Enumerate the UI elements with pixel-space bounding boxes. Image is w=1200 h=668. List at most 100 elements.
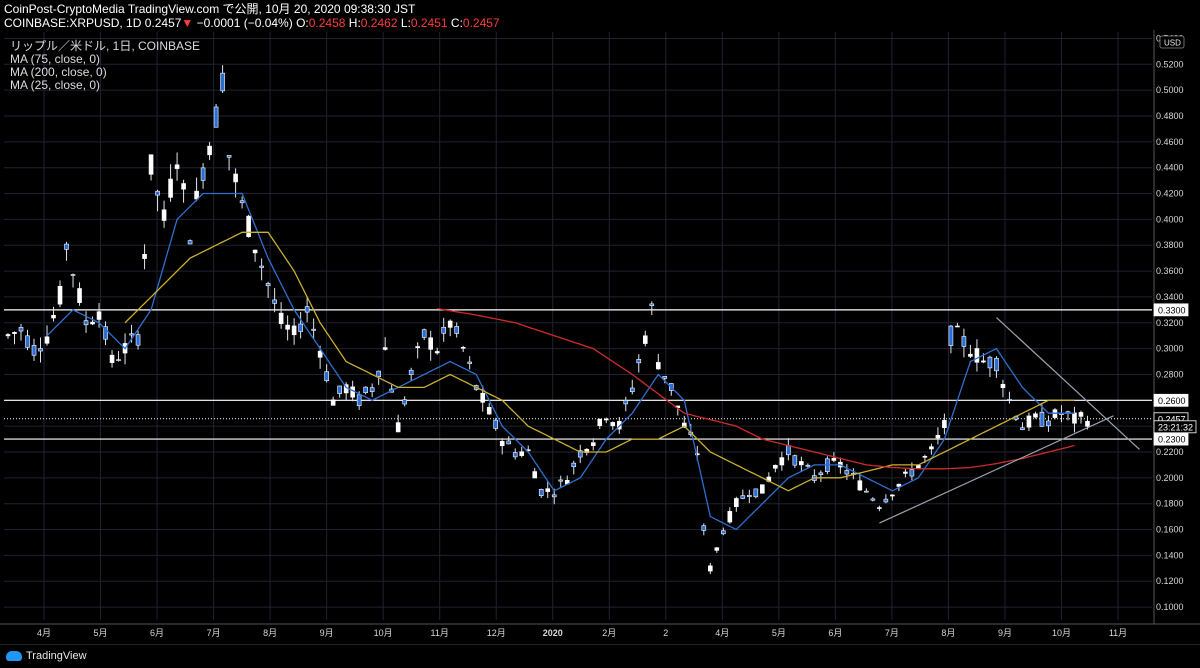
price-chart[interactable]: 0.54000.52000.50000.48000.46000.44000.42… [0,30,1200,644]
candle-body [239,200,245,204]
candle-body [44,336,50,344]
candle-body [103,326,108,340]
y-tick-label: 0.1200 [1156,576,1184,586]
candle-body [454,326,459,334]
symbol-title: リップル／米ドル, 1日, COINBASE [10,39,201,53]
candle-body [636,359,642,364]
candle-body [955,325,960,328]
y-tick-label: 0.4400 [1156,163,1184,173]
low-value: 0.2451 [410,16,448,30]
candle-body [1026,415,1032,428]
candle-body [883,498,889,503]
candle-body [181,183,186,190]
candle-body [831,458,837,461]
ma25-legend[interactable]: MA (25, close, 0) [10,78,101,92]
x-tick-label: 11月 [1109,628,1127,638]
candle-body [519,451,525,456]
price-label-box [1153,303,1189,317]
candle-body [356,394,362,407]
candle-body [38,348,43,352]
candle-body [168,178,173,198]
candle-body [64,243,69,250]
candle-body [350,386,355,398]
candle-body [408,369,414,375]
candle-body [655,362,661,370]
ma200-line [437,307,1075,470]
high-label: H: [348,16,361,30]
candle-body [51,314,56,319]
y-tick-label: 0.3800 [1156,240,1184,250]
candle-body [174,164,180,169]
candle-body [434,351,440,354]
candle-body [948,325,954,346]
candle-body [935,435,941,439]
candle-body [896,483,902,487]
candle-body [376,370,381,378]
x-tick-label: 6月 [828,628,842,638]
candle-body [629,387,635,393]
y-tick-label: 0.2200 [1156,447,1184,457]
y-tick-label: 0.3000 [1156,344,1184,354]
candle-body [1085,420,1090,427]
x-tick-label: 4月 [715,628,729,638]
candle-body [1072,412,1077,424]
candle-body [161,209,167,221]
candle-body [649,303,655,307]
candle-body [642,335,648,344]
candle-body [129,333,134,336]
price-label: 23:21:32 [1158,422,1193,432]
high-value: 0.2462 [360,16,398,30]
candle-body [31,344,37,356]
brand-name: TradingView [26,650,87,662]
candle-body [610,422,616,427]
close-value: 0.2457 [462,16,500,30]
candle-body [291,325,297,336]
candle-body [447,320,453,328]
currency-badge [1159,35,1185,49]
x-tick-label: 2 [663,628,668,638]
candle-body [597,418,603,427]
candle-body [298,323,303,332]
candle-body [467,361,473,364]
candle-body [734,498,739,508]
candle-body [1020,427,1025,431]
candle-body [753,488,759,498]
candle-body [96,311,102,320]
candle-body [740,495,746,499]
x-tick-label: 7月 [885,628,899,638]
y-tick-label: 0.1400 [1156,550,1184,560]
candle-body [246,215,251,237]
candle-body [330,399,336,406]
candle-body [890,494,895,497]
candle-body [83,320,89,326]
candle-body [779,457,785,466]
y-tick-label: 0.5200 [1156,59,1184,69]
down-arrow-icon: ▼ [181,16,194,30]
candle-body [909,469,915,477]
price-label: 0.2457 [1158,414,1186,424]
candle-body [532,471,538,479]
candle-body [1007,399,1012,401]
candle-body [226,155,232,158]
candle-body [148,154,154,175]
candle-body [441,326,446,334]
x-tick-label: 5月 [94,628,108,638]
candle-body [5,334,11,337]
x-tick-label: 9月 [998,628,1012,638]
candle-body [760,484,765,494]
candle-body [428,337,433,350]
tradingview-logo[interactable]: TradingView [6,650,87,662]
x-tick-label: 10月 [374,628,393,638]
candle-body [805,464,811,467]
candle-body [363,386,368,393]
x-tick-label: 12月 [487,628,506,638]
candle-body [877,507,882,509]
candle-body [773,464,778,469]
candle-body [1039,411,1045,427]
symbol-interval: COINBASE:XRPUSD, 1D [4,16,142,30]
y-tick-label: 0.2800 [1156,369,1184,379]
candle-body [968,353,973,357]
ma200-legend[interactable]: MA (200, close, 0) [10,65,107,79]
candle-body [695,453,700,456]
ma75-legend[interactable]: MA (75, close, 0) [10,52,101,66]
